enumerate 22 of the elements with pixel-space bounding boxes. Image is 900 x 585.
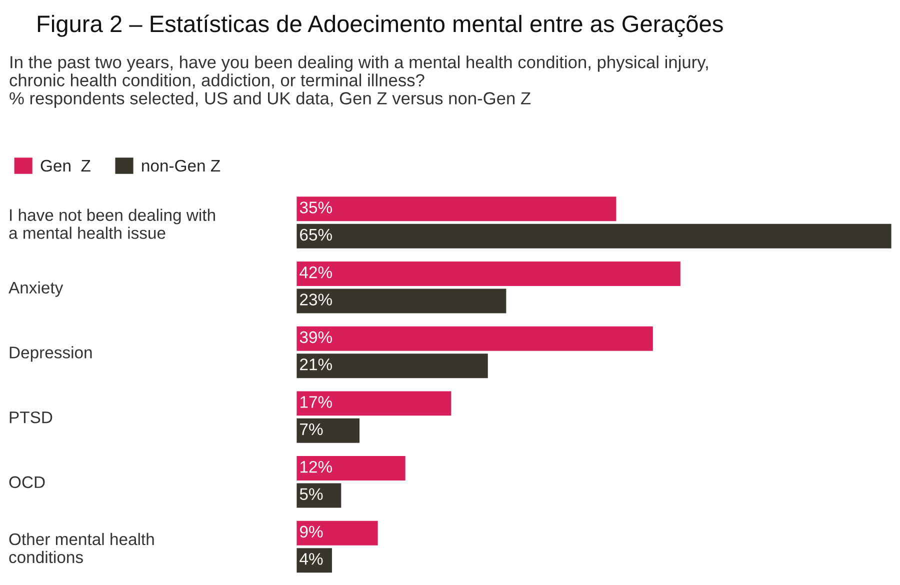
y-tick-label: OCD <box>9 476 45 488</box>
chart-subtitle: In the past two years, have you been dealing with a mental health condition, physical injury, chronic health condition, addiction, or terminal illness? % respondents selected, US and UK data, Gen Z versus non-Gen Z <box>10 56 708 108</box>
y-tick-label: I have not been dealing with a mental health issue <box>9 208 215 239</box>
data-label: 12% <box>300 460 332 473</box>
data-label: 5% <box>300 488 323 500</box>
data-label: 35% <box>300 202 332 214</box>
data-label: 17% <box>300 396 332 408</box>
chart-title: Figura 2 – Estatísticas de Adoecimento mental entre as Gerações <box>38 14 723 38</box>
y-tick-label: Depression <box>10 346 92 362</box>
data-label: 21% <box>300 358 332 370</box>
legend-label: non-Gen Z <box>142 160 220 172</box>
data-label: 23% <box>300 294 332 306</box>
legend-label: Gen Z <box>40 160 90 172</box>
y-tick-label: PTSD <box>10 411 52 424</box>
data-label: 9% <box>300 526 323 538</box>
data-label: 42% <box>300 266 332 278</box>
data-label: 7% <box>300 423 323 436</box>
y-tick-label: Anxiety <box>8 281 64 297</box>
data-label: 65% <box>300 228 332 241</box>
y-tick-label: Other mental health conditions <box>9 532 154 564</box>
data-label: 4% <box>300 553 323 565</box>
data-label: 39% <box>300 331 332 344</box>
